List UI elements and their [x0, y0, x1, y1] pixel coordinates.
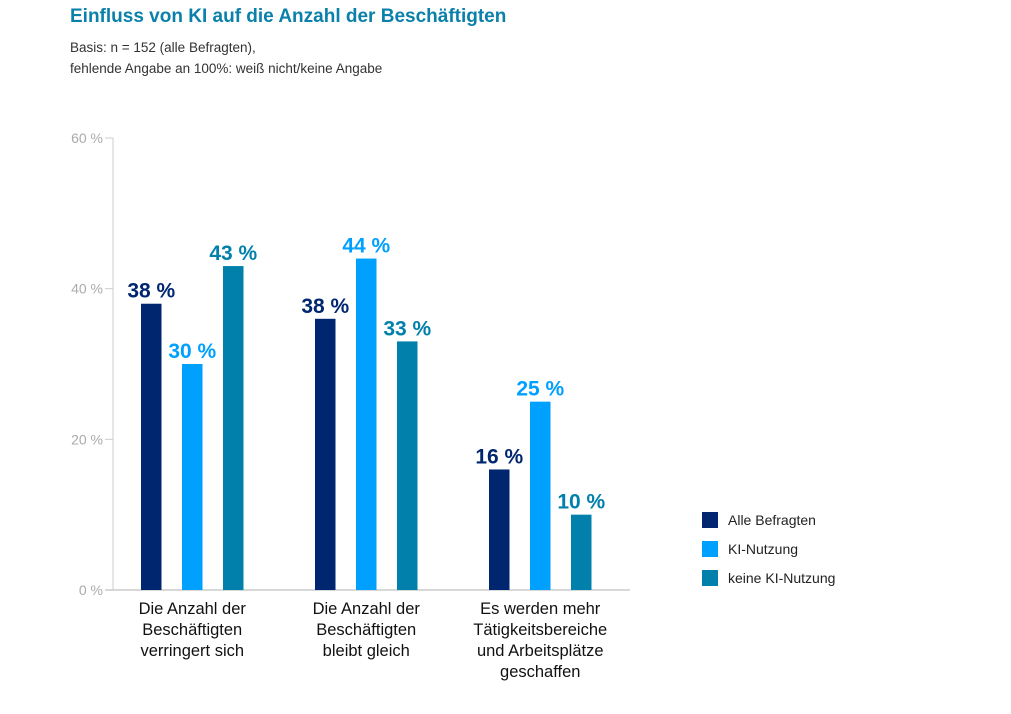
bar-alle-befragten [315, 318, 336, 590]
x-category-label: geschaffen [500, 663, 580, 681]
x-category-label: Die Anzahl der [313, 600, 421, 618]
legend-swatch [702, 541, 718, 557]
legend-label: keine KI-Nutzung [728, 570, 836, 586]
data-label: 44 % [342, 235, 390, 258]
data-label: 38 % [301, 295, 349, 318]
x-category-label: Beschäftigten [316, 621, 416, 639]
chart-title: Einfluss von KI auf die Anzahl der Besch… [70, 6, 507, 27]
legend-item: keine KI-Nutzung [702, 570, 835, 586]
x-category-label: Tätigkeitsbereiche [473, 621, 607, 639]
data-label: 38 % [127, 280, 175, 303]
x-category-label: verringert sich [140, 642, 244, 660]
legend-label: KI-Nutzung [728, 541, 799, 557]
legend-swatch [702, 570, 718, 586]
chart-subtitle-line-1: Basis: n = 152 (alle Befragten), [70, 40, 256, 55]
bar-alle-befragten [141, 303, 162, 590]
data-label: 30 % [168, 340, 216, 363]
bar-keine-ki-nutzung [397, 341, 418, 590]
y-tick-label: 0 % [79, 582, 103, 598]
y-tick-label: 60 % [71, 130, 103, 146]
bar-ki-nutzung [530, 401, 551, 590]
bar-keine-ki-nutzung [571, 514, 592, 590]
data-label: 43 % [209, 242, 257, 265]
x-category-label: bleibt gleich [323, 642, 410, 660]
bar-ki-nutzung [356, 258, 377, 590]
legend-item: Alle Befragten [702, 512, 816, 528]
bar-keine-ki-nutzung [223, 266, 244, 590]
y-tick-label: 20 % [71, 431, 103, 447]
legend-item: KI-Nutzung [702, 541, 798, 557]
data-label: 25 % [516, 378, 564, 401]
data-label: 16 % [475, 445, 523, 468]
bar-ki-nutzung [182, 364, 203, 590]
x-category-label: Es werden mehr [480, 600, 601, 618]
data-label: 10 % [557, 491, 605, 514]
legend-label: Alle Befragten [728, 512, 816, 528]
bar-alle-befragten [489, 469, 510, 590]
chart-subtitle-line-2: fehlende Angabe an 100%: weiß nicht/kein… [70, 61, 383, 76]
x-category-label: und Arbeitsplätze [477, 642, 604, 660]
data-label: 33 % [383, 317, 431, 340]
x-category-label: Beschäftigten [142, 621, 242, 639]
y-tick-label: 40 % [71, 281, 103, 297]
x-category-label: Die Anzahl der [139, 600, 247, 618]
legend-swatch [702, 512, 718, 528]
